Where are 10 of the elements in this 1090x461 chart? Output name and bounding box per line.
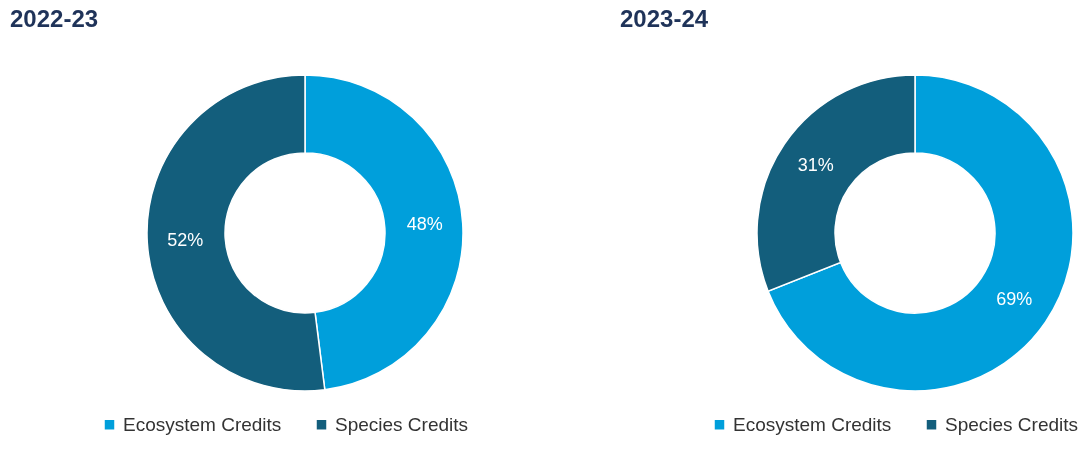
legend-label: Species Credits [335,413,469,435]
chart-title: 2022-23 [10,5,99,32]
chart-title: 2023-24 [620,5,709,32]
legend-label: Species Credits [945,413,1079,435]
data-label: 31% [797,154,834,175]
data-label: 69% [996,289,1033,310]
legend-label: Ecosystem Credits [733,413,892,435]
data-label: 52% [167,229,204,250]
data-label: 48% [406,214,443,235]
legend-label: Ecosystem Credits [123,413,282,435]
